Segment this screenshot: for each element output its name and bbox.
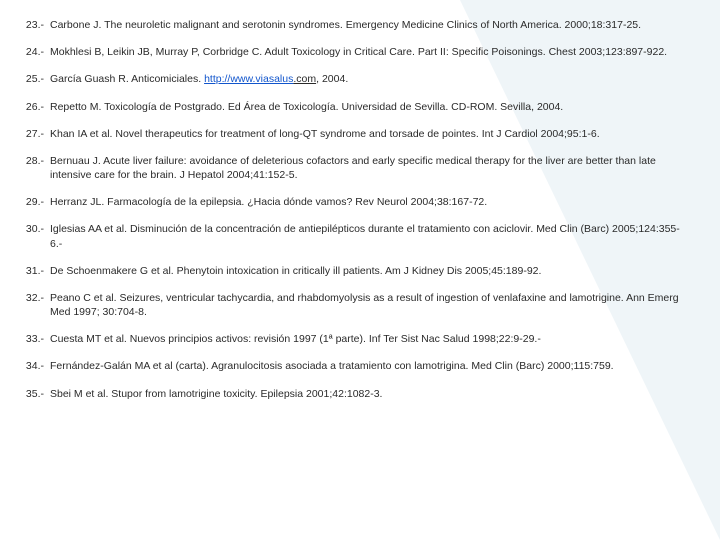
reference-text: Herranz JL. Farmacología de la epilepsia…	[48, 195, 692, 209]
reference-text-pre: García Guash R. Anticomiciales.	[50, 73, 204, 85]
reference-link[interactable]: http://www.viasalus	[204, 73, 293, 85]
reference-text: Iglesias AA et al. Disminución de la con…	[48, 222, 692, 250]
reference-link-suffix: .com	[293, 73, 316, 85]
reference-item: 28.- Bernuau J. Acute liver failure: avo…	[18, 154, 692, 182]
references-list: 23.- Carbone J. The neuroletic malignant…	[0, 0, 720, 424]
reference-text: Khan IA et al. Novel therapeutics for tr…	[48, 127, 692, 141]
reference-number: 35.-	[18, 387, 48, 401]
reference-text: Cuesta MT et al. Nuevos principios activ…	[48, 332, 692, 346]
reference-text: De Schoenmakere G et al. Phenytoin intox…	[48, 264, 692, 278]
reference-number: 29.-	[18, 195, 48, 209]
reference-number: 26.-	[18, 100, 48, 114]
reference-text: Mokhlesi B, Leikin JB, Murray P, Corbrid…	[48, 45, 692, 59]
reference-item: 24.- Mokhlesi B, Leikin JB, Murray P, Co…	[18, 45, 692, 59]
reference-item: 27.- Khan IA et al. Novel therapeutics f…	[18, 127, 692, 141]
reference-item: 34.- Fernández-Galán MA et al (carta). A…	[18, 359, 692, 373]
reference-number: 27.-	[18, 127, 48, 141]
reference-number: 23.-	[18, 18, 48, 32]
reference-number: 25.-	[18, 72, 48, 86]
reference-text: Bernuau J. Acute liver failure: avoidanc…	[48, 154, 692, 182]
reference-number: 30.-	[18, 222, 48, 250]
reference-item: 32.- Peano C et al. Seizures, ventricula…	[18, 291, 692, 319]
reference-text: Peano C et al. Seizures, ventricular tac…	[48, 291, 692, 319]
reference-item: 33.- Cuesta MT et al. Nuevos principios …	[18, 332, 692, 346]
reference-item: 31.- De Schoenmakere G et al. Phenytoin …	[18, 264, 692, 278]
reference-text: Sbei M et al. Stupor from lamotrigine to…	[48, 387, 692, 401]
reference-item: 29.- Herranz JL. Farmacología de la epil…	[18, 195, 692, 209]
reference-number: 32.-	[18, 291, 48, 319]
reference-text: Repetto M. Toxicología de Postgrado. Ed …	[48, 100, 692, 114]
reference-number: 28.-	[18, 154, 48, 182]
reference-text: García Guash R. Anticomiciales. http://w…	[48, 72, 692, 86]
reference-item: 35.- Sbei M et al. Stupor from lamotrigi…	[18, 387, 692, 401]
reference-item: 23.- Carbone J. The neuroletic malignant…	[18, 18, 692, 32]
reference-text: Carbone J. The neuroletic malignant and …	[48, 18, 692, 32]
reference-number: 33.-	[18, 332, 48, 346]
reference-number: 31.-	[18, 264, 48, 278]
reference-item: 30.- Iglesias AA et al. Disminución de l…	[18, 222, 692, 250]
reference-text: Fernández-Galán MA et al (carta). Agranu…	[48, 359, 692, 373]
reference-item: 25.- García Guash R. Anticomiciales. htt…	[18, 72, 692, 86]
reference-item: 26.- Repetto M. Toxicología de Postgrado…	[18, 100, 692, 114]
reference-number: 34.-	[18, 359, 48, 373]
reference-number: 24.-	[18, 45, 48, 59]
reference-text-post: , 2004.	[316, 73, 348, 85]
